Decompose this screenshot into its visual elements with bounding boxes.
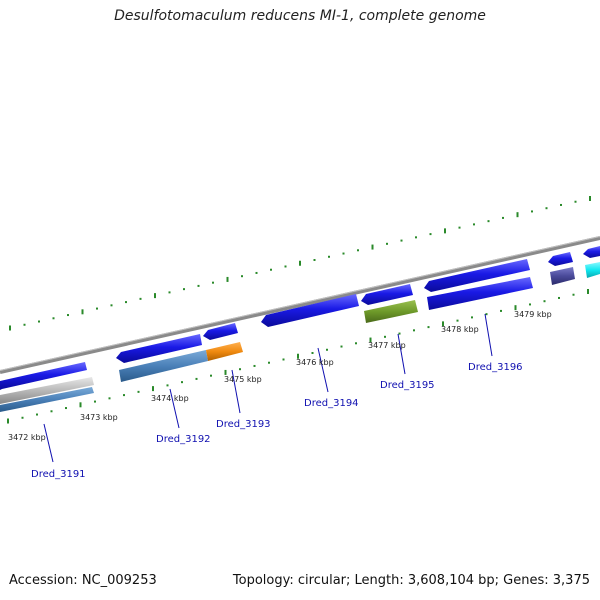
scale-ticks-top [9,195,591,331]
genome-stats-label: Topology: circular; Length: 3,608,104 bp… [232,573,590,588]
gene-arrow[interactable] [361,284,413,305]
scale-label: 3475 kbp [224,375,262,384]
scale-label: 3474 kbp [151,394,189,403]
genome-title: Desulfotomaculum reducens MI-1, complete… [114,8,486,24]
gene-arrow[interactable] [0,377,94,404]
gene-arrow[interactable] [424,259,530,292]
gene-label-dred-3193[interactable]: Dred_3193 [216,419,271,430]
scale-label: 3477 kbp [368,341,406,350]
gene-arrow[interactable] [583,246,600,258]
gene-arrow[interactable] [0,387,94,412]
gene-arrow[interactable] [119,350,208,382]
scale-label: 3476 kbp [296,358,334,367]
gene-label-dred-3194[interactable]: Dred_3194 [304,398,359,409]
gene-arrow[interactable] [550,267,575,285]
scale-ticks-bottom [7,288,589,424]
gene-arrow[interactable] [0,362,87,390]
gene-arrow[interactable] [203,323,238,340]
label-leaders [43,313,493,463]
gene-arrow[interactable] [364,300,418,323]
scale-label: 3479 kbp [514,310,552,319]
scale-labels: 3472 kbp 3473 kbp 3474 kbp 3475 kbp 3476… [8,310,552,442]
scale-label: 3473 kbp [80,413,118,422]
genome-backbone [0,236,600,374]
scale-label: 3478 kbp [441,325,479,334]
gene-arrow[interactable] [585,262,600,278]
gene-features [0,246,600,412]
gene-label-dred-3191[interactable]: Dred_3191 [31,469,86,480]
gene-label-dred-3195[interactable]: Dred_3195 [380,380,435,391]
gene-arrow[interactable] [116,334,202,363]
accession-label: Accession: NC_009253 [9,573,157,588]
gene-arrow[interactable] [548,252,573,266]
gene-arrow[interactable] [427,277,533,310]
gene-arrow[interactable] [206,342,243,361]
gene-label-dred-3196[interactable]: Dred_3196 [468,362,523,373]
scale-label: 3472 kbp [8,433,46,442]
gene-labels: Dred_3191 Dred_3192 Dred_3193 Dred_3194 … [31,362,523,480]
gene-label-dred-3192[interactable]: Dred_3192 [156,434,211,445]
gene-arrow[interactable] [261,294,359,327]
